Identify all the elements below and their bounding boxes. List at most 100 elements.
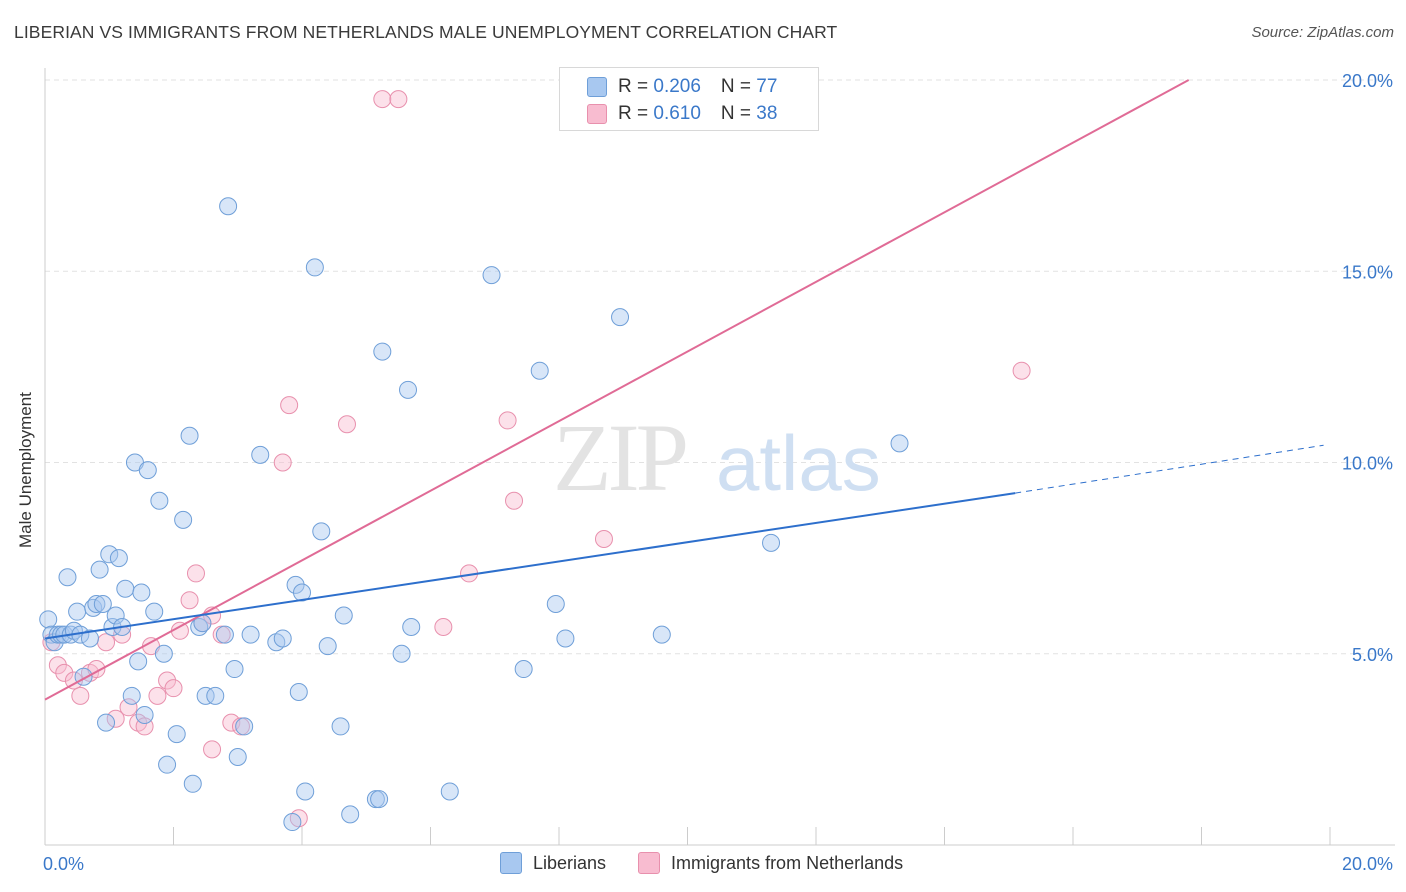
data-point-liberians xyxy=(154,644,173,663)
grid-lines xyxy=(45,79,1395,655)
data-point-liberians xyxy=(556,629,575,648)
data-point-netherlands xyxy=(180,591,199,610)
data-point-liberians xyxy=(331,717,350,736)
data-point-liberians xyxy=(440,782,459,801)
data-point-liberians xyxy=(251,445,270,464)
data-point-netherlands xyxy=(498,411,517,430)
data-point-liberians xyxy=(482,266,501,285)
legend-n-value: 77 xyxy=(756,76,778,97)
legend-r-value: 0.206 xyxy=(653,76,701,97)
data-point-liberians xyxy=(370,790,389,809)
data-point-liberians xyxy=(183,774,202,793)
data-point-liberians xyxy=(180,426,199,445)
legend-row-liberians: R = 0.206 N = 77 xyxy=(587,75,778,99)
trend-line-netherlands xyxy=(44,79,1190,701)
data-point-netherlands xyxy=(71,686,90,705)
data-point-liberians xyxy=(138,461,157,480)
data-point-liberians xyxy=(890,434,909,453)
data-point-liberians xyxy=(93,595,112,614)
watermark: ZIP atlas xyxy=(553,404,881,511)
data-point-netherlands xyxy=(48,656,67,675)
x-tick-label: 20.0% xyxy=(1342,854,1393,874)
data-point-liberians xyxy=(241,625,260,644)
data-point-liberians xyxy=(399,380,418,399)
legend-swatch-pink xyxy=(638,852,661,874)
data-point-liberians xyxy=(283,813,302,832)
data-point-liberians xyxy=(296,782,315,801)
data-point-netherlands xyxy=(97,633,116,652)
data-point-liberians xyxy=(341,805,360,824)
data-point-liberians xyxy=(402,617,421,636)
data-point-liberians xyxy=(530,361,549,380)
data-point-liberians xyxy=(611,308,630,327)
trend-lines xyxy=(44,79,1324,701)
data-point-netherlands xyxy=(373,90,392,109)
data-point-liberians xyxy=(135,705,154,724)
tick-labels: 5.0% 10.0% 15.0% 20.0% 0.0% 20.0% xyxy=(43,71,1393,874)
data-point-netherlands xyxy=(106,709,125,728)
data-point-netherlands xyxy=(119,698,138,717)
x-tick-label: 0.0% xyxy=(43,854,84,874)
data-point-liberians xyxy=(228,748,247,767)
y-tick-label: 15.0% xyxy=(1342,262,1393,282)
correlation-legend: R = 0.206 N = 77 R = 0.610 N = 38 xyxy=(559,67,819,131)
data-point-liberians xyxy=(90,560,109,579)
data-point-netherlands xyxy=(505,491,524,510)
data-point-liberians xyxy=(87,595,106,614)
data-point-netherlands xyxy=(280,396,299,415)
legend-n-label: N = xyxy=(720,76,757,97)
data-point-liberians xyxy=(305,258,324,277)
y-tick-label: 5.0% xyxy=(1352,645,1393,665)
data-point-liberians xyxy=(39,610,58,629)
legend-swatch-blue xyxy=(500,852,522,874)
y-axis-label: Male Unemployment xyxy=(16,392,35,548)
chart-title: LIBERIAN VS IMMIGRANTS FROM NETHERLANDS … xyxy=(14,22,838,42)
data-point-liberians xyxy=(145,602,164,621)
data-point-netherlands xyxy=(148,686,167,705)
series-liberians-points xyxy=(39,197,909,832)
data-point-liberians xyxy=(206,686,225,705)
data-point-liberians xyxy=(122,686,141,705)
series-legend: Liberians Immigrants from Netherlands xyxy=(500,852,935,874)
legend-r-label: R = xyxy=(618,76,654,97)
data-point-liberians xyxy=(132,583,151,602)
legend-swatch-pink xyxy=(587,104,607,124)
data-point-liberians xyxy=(334,606,353,625)
legend-n-label: N = xyxy=(720,103,757,124)
data-point-liberians xyxy=(158,755,177,774)
data-point-liberians xyxy=(106,606,125,625)
data-point-netherlands xyxy=(158,671,177,690)
data-point-netherlands xyxy=(434,617,453,636)
data-point-liberians xyxy=(58,568,77,587)
series-netherlands-points xyxy=(42,90,1031,828)
data-point-liberians xyxy=(373,342,392,361)
trend-line-liberians-extension xyxy=(1015,444,1324,494)
data-point-liberians xyxy=(225,660,244,679)
legend-row-netherlands: R = 0.610 N = 38 xyxy=(587,102,777,126)
axes xyxy=(44,68,1395,846)
data-point-liberians xyxy=(97,713,116,732)
data-point-liberians xyxy=(167,725,186,744)
trend-line-liberians xyxy=(44,492,1016,640)
data-point-liberians xyxy=(196,686,215,705)
source-credit: Source: ZipAtlas.com xyxy=(1251,24,1394,41)
data-point-liberians xyxy=(652,625,671,644)
data-point-liberians xyxy=(762,533,781,552)
data-point-liberians xyxy=(273,629,292,648)
data-point-liberians xyxy=(80,629,99,648)
data-point-liberians xyxy=(312,522,331,541)
legend-r-value: 0.610 xyxy=(653,103,701,124)
watermark-zip: ZIP xyxy=(553,404,686,511)
legend-item-liberians[interactable]: Liberians xyxy=(500,852,606,874)
legend-swatch-blue xyxy=(587,77,607,97)
data-point-liberians xyxy=(514,660,533,679)
legend-item-netherlands[interactable]: Immigrants from Netherlands xyxy=(638,852,903,874)
data-point-liberians xyxy=(68,602,87,621)
data-point-liberians xyxy=(286,575,305,594)
y-tick-label: 10.0% xyxy=(1342,454,1393,474)
data-point-liberians xyxy=(109,549,128,568)
data-point-liberians xyxy=(100,545,119,564)
data-point-netherlands xyxy=(164,679,183,698)
watermark-atlas: atlas xyxy=(716,419,881,507)
data-point-liberians xyxy=(129,652,148,671)
